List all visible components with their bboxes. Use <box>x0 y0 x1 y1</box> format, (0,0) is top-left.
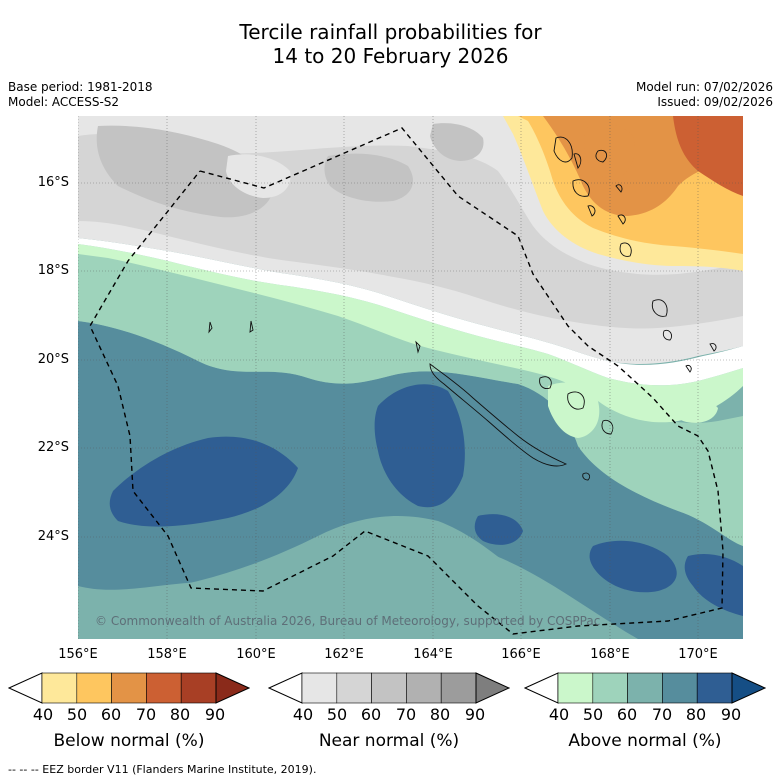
near-40-patch <box>226 154 291 198</box>
white-band <box>78 238 743 386</box>
colorbar-segment <box>336 672 372 704</box>
near-60-zone-3 <box>430 123 484 161</box>
tick-label: 50 <box>326 705 348 724</box>
lon-label-170e: 170°E <box>678 647 718 662</box>
tick-label: 60 <box>616 705 638 724</box>
model-name: Model: ACCESS-S2 <box>8 95 120 109</box>
meta-left: Base period: 1981-2018 Model: ACCESS-S2 <box>8 80 153 110</box>
lon-label-160e: 160°E <box>236 647 276 662</box>
colorbar-segment <box>180 672 217 704</box>
colorbar-segment <box>406 672 442 704</box>
tick-label: 40 <box>548 705 570 724</box>
chart-title: Tercile rainfall probabilities for 14 to… <box>0 20 781 68</box>
near-60-zone-2 <box>324 153 413 202</box>
above-40-zone-east <box>668 396 718 423</box>
tick-label: 90 <box>204 705 226 724</box>
new-caledonia-coast <box>429 363 568 467</box>
map-panel <box>78 116 743 639</box>
above-80-zone-southeast <box>589 540 677 593</box>
colorbar-segment <box>440 672 477 704</box>
colorbar-segment <box>592 672 628 704</box>
vanuatu-coast <box>553 136 632 257</box>
colorbar-segment <box>146 672 182 704</box>
meta-right: Model run: 07/02/2026 Issued: 09/02/2026 <box>636 80 773 110</box>
tick-label: 70 <box>651 705 673 724</box>
tick-label: 80 <box>169 705 191 724</box>
tick-label: 90 <box>464 705 486 724</box>
copyright-notice: © Commonwealth of Australia 2026, Bureau… <box>95 614 601 628</box>
tick-label: 50 <box>582 705 604 724</box>
lat-label-20s: 20°S <box>37 352 69 367</box>
model-run: Model run: 07/02/2026 <box>635 80 773 94</box>
colorbar-extend-low <box>524 672 559 704</box>
above-50-zone <box>78 246 743 546</box>
colorbar-segment <box>76 672 112 704</box>
eez-footnote: -- -- -- EEZ border V11 (Flanders Marine… <box>8 763 317 776</box>
colorbar-extend-high <box>475 672 510 704</box>
colorbar-segment <box>662 672 698 704</box>
graticule <box>78 116 743 639</box>
base-period: Base period: 1981-2018 <box>8 80 153 94</box>
colorbar-extend-high <box>731 672 766 704</box>
coastlines <box>208 136 717 481</box>
tick-label: 90 <box>720 705 742 724</box>
lon-label-158e: 158°E <box>147 647 187 662</box>
above-80-zone-east <box>684 554 743 616</box>
tick-label: 70 <box>395 705 417 724</box>
colorbar-above-normal <box>524 672 766 704</box>
eez-border <box>89 127 724 635</box>
tick-label: 40 <box>292 705 314 724</box>
lon-label-156e: 156°E <box>58 647 98 662</box>
colorbar-segment <box>111 672 147 704</box>
near-60-zone <box>96 125 274 218</box>
above-40-zone-islands <box>548 382 600 438</box>
tick-label: 70 <box>135 705 157 724</box>
colorbar-segment <box>371 672 407 704</box>
lat-label-22s: 22°S <box>37 440 69 455</box>
colorbar-extend-low <box>268 672 303 704</box>
tick-label: 60 <box>360 705 382 724</box>
colorbar-segment <box>301 672 338 704</box>
colorbar-label-below: Below normal (%) <box>53 731 205 751</box>
below-60-zone-2 <box>583 123 635 179</box>
lon-label-162e: 162°E <box>324 647 364 662</box>
title-line-1: Tercile rainfall probabilities for <box>239 20 542 44</box>
colorbar-near-normal <box>268 672 510 704</box>
lat-label-18s: 18°S <box>37 263 69 278</box>
lat-label-24s: 24°S <box>37 529 69 544</box>
colorbar-segment <box>696 672 733 704</box>
above-40-zone <box>78 244 743 423</box>
probability-map <box>78 116 743 639</box>
tick-label: 40 <box>32 705 54 724</box>
tick-label: 80 <box>429 705 451 724</box>
tick-label: 60 <box>100 705 122 724</box>
colorbar-extend-low <box>8 672 43 704</box>
issued-date: Issued: 09/02/2026 <box>657 95 773 109</box>
colorbar-segment <box>41 672 78 704</box>
colorbar-label-near: Near normal (%) <box>318 731 460 751</box>
lon-label-166e: 166°E <box>501 647 541 662</box>
colorbar-label-above: Above normal (%) <box>568 731 722 751</box>
tick-label: 80 <box>685 705 707 724</box>
colorbar-segment <box>557 672 594 704</box>
lon-label-168e: 168°E <box>590 647 630 662</box>
lon-label-164e: 164°E <box>413 647 453 662</box>
below-70-zone <box>673 116 743 196</box>
tick-label: 50 <box>66 705 88 724</box>
colorbar-segment <box>627 672 663 704</box>
above-60-zone-south <box>78 516 618 639</box>
fiji-west-coast <box>651 299 717 373</box>
loyalty-islands-coast <box>539 376 614 435</box>
title-line-2: 14 to 20 February 2026 <box>272 44 509 68</box>
above-80-zone-west <box>109 436 298 527</box>
above-80-zone-central <box>374 384 465 508</box>
lat-label-16s: 16°S <box>37 175 69 190</box>
colorbar-below-normal <box>8 672 250 704</box>
colorbar-extend-high <box>215 672 250 704</box>
